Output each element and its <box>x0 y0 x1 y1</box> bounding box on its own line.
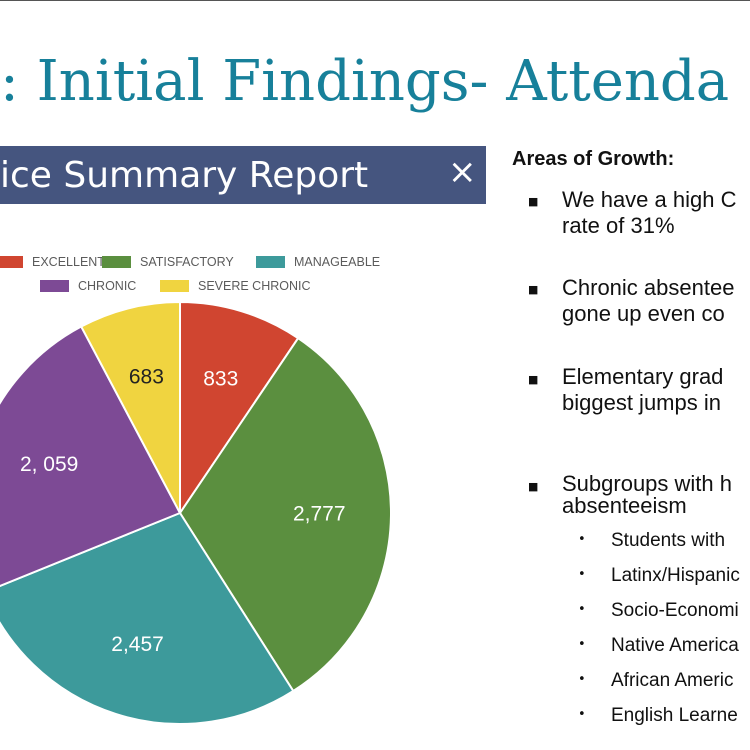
sub-bullet-marker: • <box>578 602 586 617</box>
bullet-marker: ■ <box>528 480 539 493</box>
pie-slice-excellent <box>179 300 300 517</box>
legend-item-severe-chronic: SEVERE CHRONIC <box>160 279 311 293</box>
pie-label-manageable: 2,457 <box>111 633 164 656</box>
sub-bullet-marker: • <box>578 707 586 722</box>
bullet-1-line-1: We have a high C <box>562 187 737 212</box>
bullet-2-line-2: gone up even co <box>562 301 725 326</box>
pie-label-excellent: 833 <box>203 367 238 390</box>
report-header-bar: ice Summary Report × <box>0 146 486 204</box>
subgroup-item: Latinx/Hispanic <box>611 565 740 586</box>
sub-bullet-marker: • <box>578 532 586 547</box>
pie-label-severe-chronic: 683 <box>129 365 164 388</box>
legend-swatch-excellent <box>0 256 23 268</box>
legend-label-excellent: EXCELLENT <box>32 255 105 269</box>
bullet-3-line-2: biggest jumps in <box>562 390 721 415</box>
bullet-marker: ■ <box>528 283 539 296</box>
slide-title: : Initial Findings- Attenda <box>0 49 730 114</box>
sub-bullet-marker: • <box>578 567 586 582</box>
pie-label-chronic: 2, 059 <box>20 453 78 476</box>
legend-item-chronic: CHRONIC <box>40 279 136 293</box>
legend-swatch-chronic <box>40 280 69 292</box>
sub-bullet-marker: • <box>578 637 586 652</box>
legend-label-severe-chronic: SEVERE CHRONIC <box>198 279 311 293</box>
bullet-marker: ■ <box>528 373 539 386</box>
bullet-3-line-1: Elementary grad <box>562 364 724 389</box>
subgroup-item: Native America <box>611 635 739 656</box>
bullet-4-line-1: Subgroups with h <box>562 471 732 496</box>
legend-label-satisfactory: SATISFACTORY <box>140 255 234 269</box>
legend-swatch-manageable <box>256 256 285 268</box>
pie-slice-manageable <box>0 511 295 725</box>
pie-slice-satisfactory <box>178 336 392 693</box>
legend-item-satisfactory: SATISFACTORY <box>102 255 234 269</box>
legend-item-manageable: MANAGEABLE <box>256 255 380 269</box>
legend-swatch-satisfactory <box>102 256 131 268</box>
subgroup-item: Socio-Economi <box>611 600 739 621</box>
subgroup-item: English Learne <box>611 705 738 726</box>
areas-of-growth-panel: Areas of Growth: ■ We have a high C rate… <box>512 140 750 750</box>
legend-label-chronic: CHRONIC <box>78 279 137 293</box>
sub-bullet-marker: • <box>578 672 586 687</box>
legend-item-excellent: EXCELLENT <box>0 255 105 269</box>
bullet-2-line-1: Chronic absentee <box>562 275 735 300</box>
subgroup-item: African Americ <box>611 670 734 691</box>
report-title: ice Summary Report <box>0 155 369 196</box>
pie-slice-severe-chronic <box>79 300 181 514</box>
bullet-1-line-2: rate of 31% <box>562 213 675 238</box>
legend-swatch-severe-chronic <box>160 280 189 292</box>
close-icon[interactable]: × <box>448 152 477 192</box>
pie-slice-chronic <box>0 325 182 588</box>
chart-legend: EXCELLENT SATISFACTORY MANAGEABLE CHRONI… <box>0 0 486 300</box>
pie-chart: 833 2,777 2,457 2, 059 683 <box>0 300 392 725</box>
subgroup-item: Students with <box>611 530 726 551</box>
bullet-4-line-2: absenteeism <box>562 493 687 518</box>
bullet-marker: ■ <box>528 195 539 208</box>
areas-of-growth-heading: Areas of Growth: <box>512 148 675 170</box>
pie-label-satisfactory: 2,777 <box>293 502 346 525</box>
legend-label-manageable: MANAGEABLE <box>294 255 381 269</box>
slide-top-border <box>0 0 750 1</box>
